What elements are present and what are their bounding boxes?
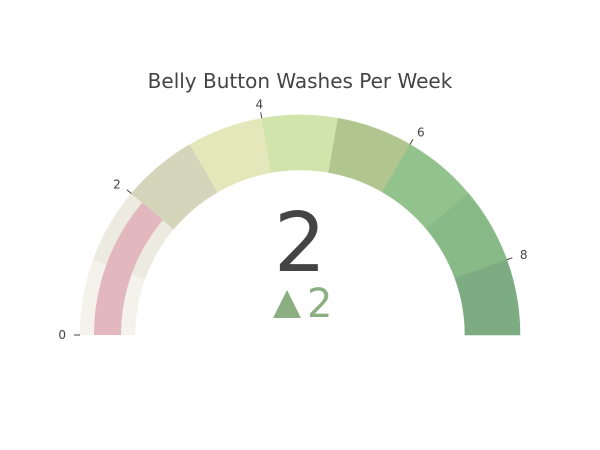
delta-value: 2 bbox=[307, 281, 332, 327]
tick-label-8: 8 bbox=[520, 248, 528, 262]
tick-mark-4 bbox=[260, 112, 263, 119]
gauge-steps bbox=[79, 114, 521, 336]
gauge-ticks: 0 2 4 6 8 bbox=[58, 98, 527, 342]
gauge-step-4 bbox=[261, 114, 339, 173]
tick-mark-6 bbox=[409, 139, 414, 145]
chart-title: Belly Button Washes Per Week bbox=[148, 69, 453, 93]
delta-up-arrow-icon bbox=[273, 290, 301, 318]
tick-mark-8 bbox=[506, 257, 513, 261]
tick-label-6: 6 bbox=[417, 125, 425, 139]
gauge-delta: 2 bbox=[273, 281, 332, 327]
tick-label-0: 0 bbox=[58, 328, 66, 342]
gauge-bar bbox=[94, 202, 163, 335]
tick-label-4: 4 bbox=[256, 98, 264, 112]
tick-label-2: 2 bbox=[113, 178, 121, 192]
gauge-value-bar bbox=[94, 202, 163, 335]
gauge-value: 2 bbox=[274, 196, 326, 291]
gauge-step-8 bbox=[454, 259, 521, 336]
tick-mark-2 bbox=[126, 189, 132, 194]
